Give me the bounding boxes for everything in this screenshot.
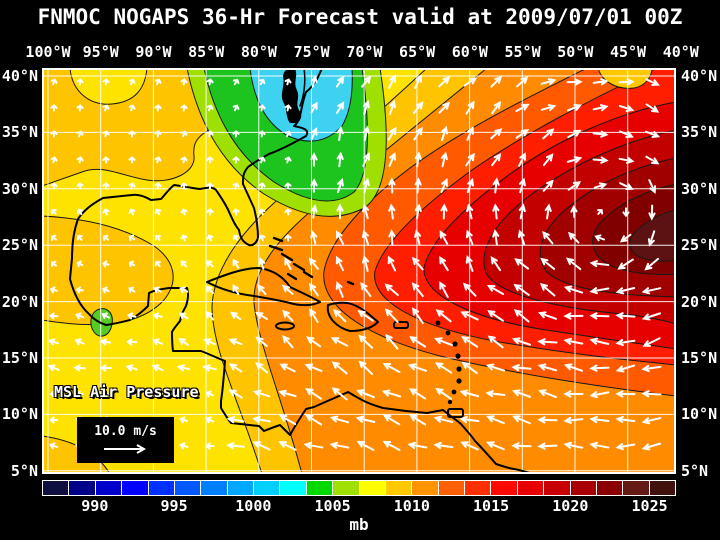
longitude-axis: 100°W 95°W 90°W 85°W 80°W 75°W 70°W 65°W 60°W 55°…: [25, 43, 720, 61]
colorbar-tick: 1010: [393, 497, 430, 515]
latitude-tick-left: 5°N: [10, 461, 38, 480]
colorbar-cell: [254, 481, 280, 495]
colorbar-tick: 1015: [473, 497, 510, 515]
wind-reference-arrow-icon: [103, 444, 146, 454]
colorbar-tick: 1020: [552, 497, 589, 515]
colorbar-cell: [95, 481, 122, 495]
latitude-tick-right: 15°N: [681, 349, 718, 367]
longitude-tick: 75°W: [293, 43, 330, 61]
longitude-tick: 45°W: [609, 43, 647, 61]
colorbar-cell: [43, 481, 69, 495]
wind-reference-speed: 10.0 m/s: [94, 424, 157, 439]
colorbar-tick: 1005: [314, 497, 351, 515]
latitude-tick-right: 5°N: [681, 461, 709, 480]
colorbar-cell: [122, 481, 148, 495]
latitude-tick-right: 10°N: [681, 405, 718, 424]
colorbar-cell: [517, 481, 544, 495]
longitude-tick: 80°W: [240, 43, 277, 61]
latitude-tick-left: 15°N: [1, 349, 38, 367]
wind-reference-legend: 10.0 m/s: [77, 417, 174, 463]
latitude-tick-right: 25°N: [681, 236, 718, 255]
colorbar-cell: [227, 481, 253, 495]
colorbar-cell: [412, 481, 438, 495]
longitude-tick: 100°W: [25, 43, 71, 61]
colorbar-cell: [596, 481, 623, 495]
longitude-tick: 90°W: [135, 43, 172, 61]
colorbar-cell: [491, 481, 517, 495]
colorbar-cell: [148, 481, 174, 495]
lesser-antilles-islands: [435, 320, 462, 405]
colorbar-cell: [69, 481, 95, 495]
latitude-tick-left: 30°N: [1, 179, 38, 198]
longitude-tick: 95°W: [82, 43, 119, 61]
longitude-tick: 65°W: [399, 43, 436, 61]
colorbar-cell: [201, 481, 227, 495]
colorbar-cell: [544, 481, 570, 495]
colorbar-cell: [570, 481, 596, 495]
colorbar-tick: 995: [160, 497, 188, 515]
pressure-colorbar: [42, 480, 676, 496]
longitude-tick: 70°W: [346, 43, 383, 61]
wind-arrows: [47, 74, 662, 452]
field-name-label: MSL Air Pressure: [54, 383, 199, 401]
map-border: [42, 68, 676, 474]
longitude-tick: 40°W: [662, 43, 699, 61]
pressure-map: [42, 68, 676, 474]
latitude-tick-left: 40°N: [1, 67, 38, 85]
latitude-axis-right: 40°N 35°N 30°N 25°N 20°N 15°N 10°N 5°N: [679, 67, 720, 480]
latitude-axis-left: 40°N 35°N 30°N 25°N 20°N 15°N 10°N 5°N: [0, 67, 40, 480]
latitude-tick-right: 20°N: [681, 292, 718, 311]
longitude-tick: 85°W: [188, 43, 225, 61]
colorbar-cell: [649, 481, 675, 495]
latitude-tick-right: 40°N: [681, 67, 718, 85]
latitude-tick-left: 10°N: [1, 405, 38, 424]
latitude-tick-left: 25°N: [1, 236, 38, 255]
latitude-tick-left: 35°N: [1, 123, 38, 142]
colorbar-cell: [623, 481, 649, 495]
colorbar-cell: [306, 481, 333, 495]
colorbar-cell: [333, 481, 359, 495]
longitude-tick: 60°W: [451, 43, 488, 61]
longitude-tick: 55°W: [504, 43, 541, 61]
latitude-tick-left: 20°N: [1, 292, 38, 311]
pressure-fill-contours: [42, 68, 676, 474]
colorbar-cell: [465, 481, 491, 495]
latitude-tick-right: 35°N: [681, 123, 718, 142]
colorbar-cell: [174, 481, 201, 495]
colorbar-cell: [385, 481, 412, 495]
colorbar-cell: [280, 481, 306, 495]
latlon-grid: [42, 68, 676, 474]
colorbar-cell: [359, 481, 385, 495]
colorbar-tick: 1000: [235, 497, 272, 515]
colorbar-tick: 990: [81, 497, 109, 515]
colorbar-tick-labels: 990 995 1000 1005 1010 1015 1020 1025: [42, 497, 676, 515]
colorbar-unit-label: mb: [349, 515, 369, 534]
latitude-tick-right: 30°N: [681, 179, 718, 198]
chart-title: FNMOC NOGAPS 36-Hr Forecast valid at 200…: [37, 5, 683, 29]
coastlines: [69, 68, 534, 474]
colorbar-tick: 1025: [631, 497, 668, 515]
longitude-tick: 50°W: [557, 43, 594, 61]
colorbar-cell: [438, 481, 464, 495]
